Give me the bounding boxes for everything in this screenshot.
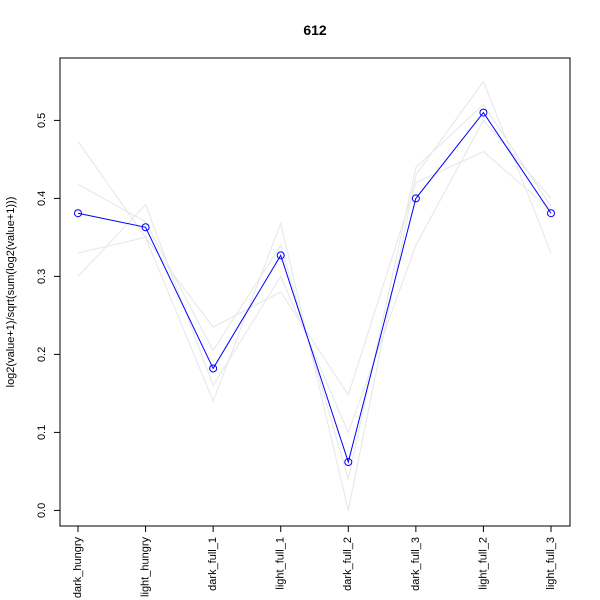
main-series-point-dark_full_2 xyxy=(344,458,353,467)
main-series-point-dark_hungry xyxy=(74,209,82,218)
main-series-point-light_hungry xyxy=(141,223,150,232)
background-series-line-1 xyxy=(77,80,552,511)
main-series-point-light_full_1 xyxy=(276,251,285,260)
x-tick-label-light_full_2: light_full_2 xyxy=(477,537,489,590)
x-tick-label-dark_full_1: dark_full_1 xyxy=(207,537,219,591)
y-tick-label: 0.1 xyxy=(36,425,48,440)
y-axis: 0.0 0.1 0.2 0.3 0.4 0.5 xyxy=(36,113,60,518)
y-tick-label: 0.3 xyxy=(36,269,48,284)
plot-frame xyxy=(59,57,571,527)
x-tick-label-dark_hungry: dark_hungry xyxy=(72,537,84,599)
main-series-point-light_full_3 xyxy=(547,209,555,218)
y-axis-label: log2(value+1)/sqrt(sum(log2(value+1))) xyxy=(5,197,17,388)
background-series-line-4 xyxy=(77,104,552,480)
background-series-group xyxy=(77,80,552,511)
x-axis: dark_hungry light_hungry dark_full_1 light_… xyxy=(72,526,557,598)
main-series-point-dark_full_3 xyxy=(411,194,420,203)
main-series-point-light_full_2 xyxy=(479,108,488,117)
chart-title: 612 xyxy=(303,22,327,38)
main-series-line xyxy=(77,111,552,464)
background-series-line-2 xyxy=(77,119,552,434)
x-tick-label-light_full_3: light_full_3 xyxy=(545,537,557,590)
y-tick-label: 0.5 xyxy=(36,113,48,128)
x-tick-label-light_hungry: light_hungry xyxy=(139,537,151,597)
x-tick-label-dark_full_2: dark_full_2 xyxy=(342,537,354,591)
background-series-line-3 xyxy=(77,151,552,397)
x-tick-label-light_full_1: light_full_1 xyxy=(275,537,287,590)
y-tick-label: 0.2 xyxy=(36,347,48,362)
x-tick-label-dark_full_3: dark_full_3 xyxy=(410,537,422,591)
y-tick-label: 0.0 xyxy=(36,503,48,518)
main-series-group xyxy=(74,108,555,467)
main-series-point-dark_full_1 xyxy=(209,364,218,373)
y-tick-label: 0.4 xyxy=(36,191,48,206)
